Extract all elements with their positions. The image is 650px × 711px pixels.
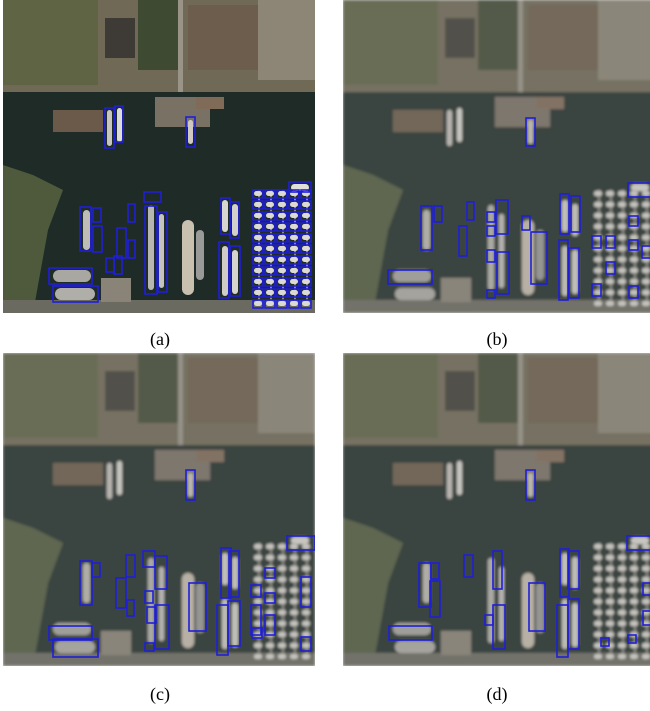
boat — [222, 200, 228, 232]
pier — [101, 278, 131, 302]
panel-caption: (d) — [487, 684, 508, 705]
boat — [290, 202, 298, 207]
haze — [343, 353, 650, 666]
boat — [302, 257, 310, 262]
boat — [254, 301, 262, 306]
boat — [266, 257, 274, 262]
boat — [290, 290, 298, 295]
panel-caption: (b) — [487, 329, 508, 350]
boat — [302, 279, 310, 284]
barge — [53, 110, 103, 132]
boat — [278, 191, 286, 196]
boat — [278, 268, 286, 273]
scrapyard — [188, 5, 258, 70]
boat — [53, 270, 91, 282]
figure-canvas: (a) (b) (c) (d) — [0, 0, 650, 711]
boat — [290, 257, 298, 262]
boat — [278, 279, 286, 284]
boat — [290, 224, 298, 229]
boat — [254, 290, 262, 295]
aerial-image — [3, 0, 315, 313]
boat — [232, 250, 238, 294]
boat — [290, 213, 298, 218]
boat — [290, 246, 298, 251]
boat — [254, 246, 262, 251]
boat — [232, 204, 238, 236]
boat — [148, 205, 154, 290]
boat — [254, 191, 262, 196]
boat — [278, 246, 286, 251]
boat — [254, 213, 262, 218]
boat — [266, 290, 274, 295]
panel-caption: (c) — [150, 684, 170, 705]
boat — [266, 268, 274, 273]
boat — [266, 246, 274, 251]
boat — [254, 279, 262, 284]
trees — [138, 0, 178, 70]
pier — [196, 97, 224, 109]
haze — [3, 353, 315, 666]
boat — [302, 246, 310, 251]
boat — [266, 301, 274, 306]
road — [178, 0, 183, 95]
figure: (a) (b) (c) (d) — [0, 0, 650, 711]
boat — [278, 257, 286, 262]
boat — [196, 230, 204, 280]
scene — [3, 0, 315, 313]
boat — [254, 224, 262, 229]
boat — [266, 235, 274, 240]
aerial-image — [343, 353, 650, 666]
boat — [222, 246, 228, 296]
boat — [290, 301, 298, 306]
boat — [254, 268, 262, 273]
lot — [258, 0, 315, 80]
building — [105, 18, 135, 58]
boat — [278, 224, 286, 229]
boat — [302, 235, 310, 240]
boat — [182, 220, 194, 295]
boat — [278, 235, 286, 240]
boat — [302, 301, 310, 306]
boat — [107, 110, 112, 146]
aerial-image — [343, 0, 650, 313]
boat — [278, 301, 286, 306]
boat — [117, 108, 122, 142]
boat — [302, 224, 310, 229]
aerial-image — [3, 353, 315, 666]
boat — [278, 290, 286, 295]
boat — [188, 120, 193, 144]
boat — [290, 279, 298, 284]
boat — [302, 290, 310, 295]
boat — [302, 202, 310, 207]
boat — [254, 202, 262, 207]
boat — [266, 224, 274, 229]
boat — [83, 210, 90, 250]
boat — [278, 213, 286, 218]
boat — [278, 202, 286, 207]
boat — [159, 214, 164, 288]
boat — [266, 202, 274, 207]
boat — [302, 213, 310, 218]
field — [3, 0, 98, 85]
boat — [266, 213, 274, 218]
boat — [266, 191, 274, 196]
boat — [266, 279, 274, 284]
panel-caption: (a) — [150, 329, 170, 350]
boat — [254, 257, 262, 262]
boat — [55, 288, 95, 300]
boat — [290, 268, 298, 273]
boat — [290, 235, 298, 240]
boat — [302, 268, 310, 273]
boat — [254, 235, 262, 240]
